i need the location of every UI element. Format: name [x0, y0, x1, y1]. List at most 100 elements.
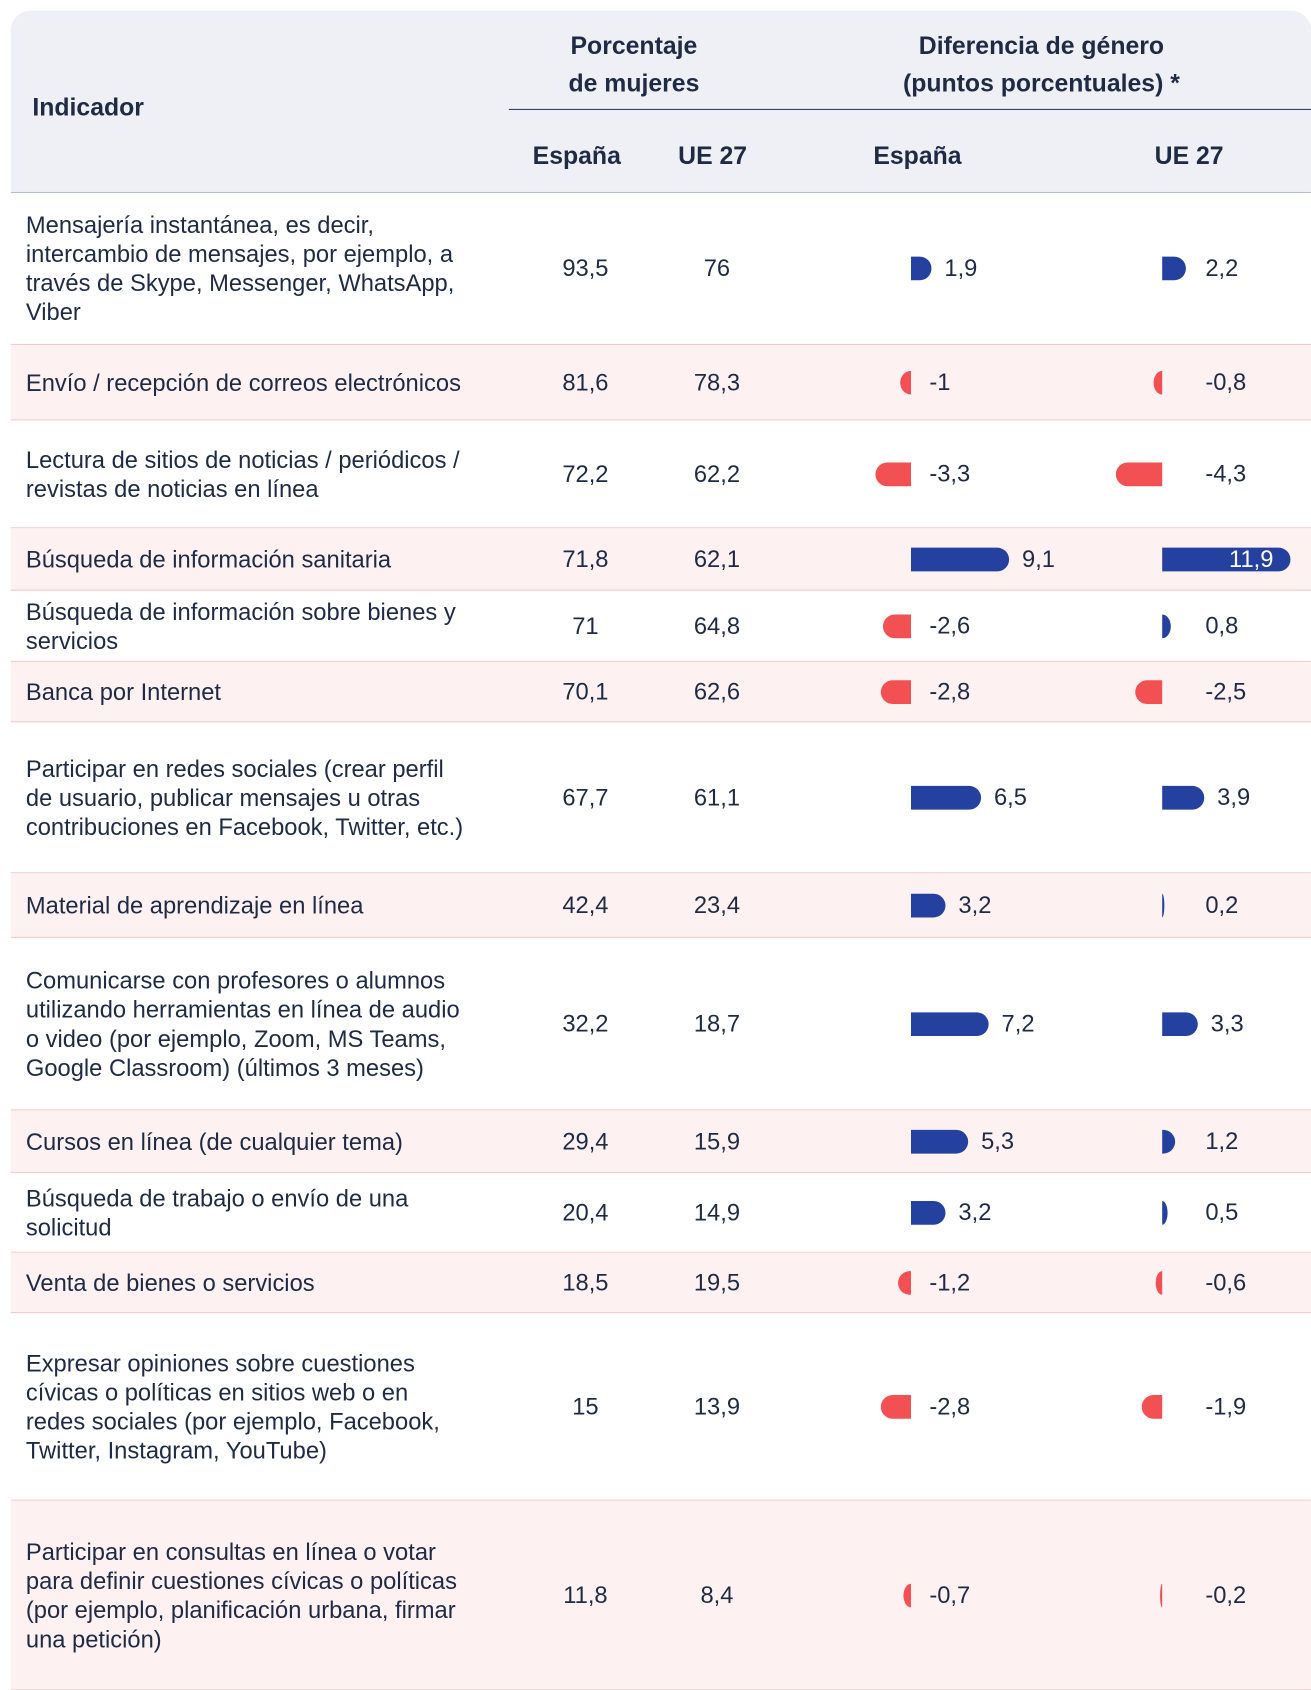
header-women-pct: Porcentaje [570, 31, 698, 60]
spain-gap-label: -2,8 [929, 1394, 970, 1420]
eu-gap-bar [1115, 462, 1163, 487]
header-divider [508, 108, 1311, 110]
spain-gap-label: 7,2 [1002, 1012, 1035, 1038]
header-indicator: Indicador [32, 92, 144, 121]
eu-pct: 8,4 [700, 1581, 734, 1608]
spain-gap-label: 1,9 [944, 256, 977, 282]
spain-pct: 72,2 [562, 459, 609, 487]
spain-gap-bar [903, 1583, 911, 1608]
spain-pct: 93,5 [562, 253, 609, 281]
table-row: Participar en redes sociales (crear perf… [10, 722, 1311, 874]
eu-gap-bar [1162, 1129, 1176, 1154]
eu-pct: 64,8 [693, 611, 741, 639]
eu-gap-label: -2,5 [1205, 679, 1246, 705]
eu-gap-bar [1162, 893, 1165, 918]
eu-gap-label: -0,6 [1205, 1270, 1246, 1296]
indicator: Venta de bienes o servicios [25, 1268, 315, 1296]
eu-gap-bar [1135, 680, 1163, 704]
indicator: Búsqueda de información sobre bienes y s… [25, 597, 456, 654]
indicator: Búsqueda de trabajo o envío de una solic… [25, 1184, 409, 1241]
eu-gap-bar [1162, 1012, 1198, 1037]
header-women-pct: de mujeres [568, 68, 700, 98]
table-row: Lectura de sitios de noticias / periódic… [10, 420, 1311, 529]
indicator: Material de aprendizaje en línea [25, 891, 364, 919]
table-row: Búsqueda de información sobre bienes y s… [10, 591, 1311, 662]
eu-gap-label: 2,2 [1205, 256, 1238, 282]
spain-gap-bar [880, 1395, 911, 1419]
eu-gap-label: 3,3 [1211, 1012, 1244, 1038]
spain-gap-bar [910, 256, 932, 281]
eu-gap-label: 3,9 [1217, 785, 1250, 811]
eu-gap-label: 1,2 [1205, 1129, 1238, 1155]
table-row: Mensajería instantánea, es decir, interc… [10, 192, 1311, 345]
spain-pct: 71 [572, 611, 599, 639]
header-gender-gap: (puntos porcentuales) * [902, 68, 1180, 98]
table-row: Búsqueda de trabajo o envío de una solic… [10, 1173, 1311, 1253]
eu-gap-label: -4,3 [1205, 462, 1246, 488]
spain-gap-label: -2,6 [929, 614, 970, 640]
spain-gap-bar [910, 893, 946, 918]
header-gender-gap: Diferencia de género [918, 31, 1165, 60]
spain-pct: 71,8 [562, 544, 609, 572]
eu-gap-bar [1162, 1201, 1168, 1225]
eu-pct: 62,1 [693, 544, 741, 572]
spain-gap-label: -0,7 [929, 1583, 970, 1609]
eu-gap-label: 0,8 [1205, 614, 1238, 640]
eu-gap-label: -0,8 [1205, 370, 1246, 396]
eu-pct: 19,5 [693, 1268, 741, 1296]
spain-gap-label: -3,3 [929, 462, 970, 488]
spain-gap-bar [875, 462, 911, 487]
spain-gap-label: 6,5 [994, 785, 1027, 811]
column-header: España [532, 141, 621, 170]
spain-pct: 15 [572, 1392, 599, 1420]
indicator: Lectura de sitios de noticias / periódic… [25, 445, 460, 502]
indicator: Banca por Internet [25, 678, 222, 706]
indicator: Cursos en línea (de cualquier tema) [25, 1127, 403, 1155]
eu-gap-label: -1,9 [1205, 1394, 1246, 1420]
table-header [10, 10, 1311, 193]
table-row: Cursos en línea (de cualquier tema) 29,4 1… [10, 1110, 1311, 1173]
eu-gap-bar [1141, 1395, 1163, 1419]
indicator: Envío / recepción de correos electrónico… [25, 368, 461, 396]
table-row: Venta de bienes o servicios 18,5 19,5 [10, 1252, 1311, 1314]
spain-pct: 11,8 [563, 1581, 608, 1608]
eu-gap-bar [1162, 547, 1291, 572]
table-row: Participar en consultas en línea o votar… [10, 1500, 1311, 1690]
spain-gap-bar [898, 1271, 911, 1295]
spain-gap-bar [882, 614, 911, 639]
eu-pct: 61,1 [693, 783, 741, 811]
eu-pct: 23,4 [693, 891, 741, 919]
eu-gap-bar [1162, 785, 1205, 810]
spain-gap-bar [910, 1201, 946, 1225]
indicator: Participar en consultas en línea o votar… [25, 1537, 457, 1653]
eu-pct: 76 [703, 253, 731, 281]
eu-pct: 15,9 [693, 1127, 741, 1155]
column-header: UE 27 [1154, 141, 1224, 170]
eu-gap-label: 0,5 [1205, 1200, 1238, 1226]
spain-pct: 70,1 [562, 677, 609, 705]
column-header: UE 27 [678, 141, 748, 170]
spain-gap-label: -1 [929, 370, 950, 396]
eu-gap-bar [1162, 256, 1186, 281]
eu-gap-label: 11,9 [1229, 547, 1273, 573]
table-row: Banca por Internet 70,1 62,6 [10, 661, 1311, 723]
spain-pct: 29,4 [562, 1127, 609, 1155]
eu-pct: 13,9 [693, 1392, 741, 1420]
table-row: Búsqueda de información sanitaria 71,8 62,… [10, 528, 1311, 591]
spain-pct: 42,4 [562, 891, 609, 919]
spain-gap-label: -2,8 [929, 679, 970, 705]
eu-gap-label: -0,2 [1205, 1583, 1246, 1609]
spain-pct: 67,7 [562, 783, 609, 811]
spain-gap-bar [910, 1129, 969, 1154]
eu-pct: 18,7 [693, 1009, 741, 1037]
eu-gap-bar [1155, 1271, 1163, 1295]
spain-gap-bar [900, 370, 911, 395]
eu-pct: 62,2 [693, 459, 741, 487]
spain-pct: 20,4 [562, 1198, 609, 1226]
table-row: Envío / recepción de correos electrónico… [10, 344, 1311, 421]
indicator: Mensajería instantánea, es decir, interc… [25, 210, 455, 326]
indicator: Participar en redes sociales (crear perf… [25, 754, 464, 840]
